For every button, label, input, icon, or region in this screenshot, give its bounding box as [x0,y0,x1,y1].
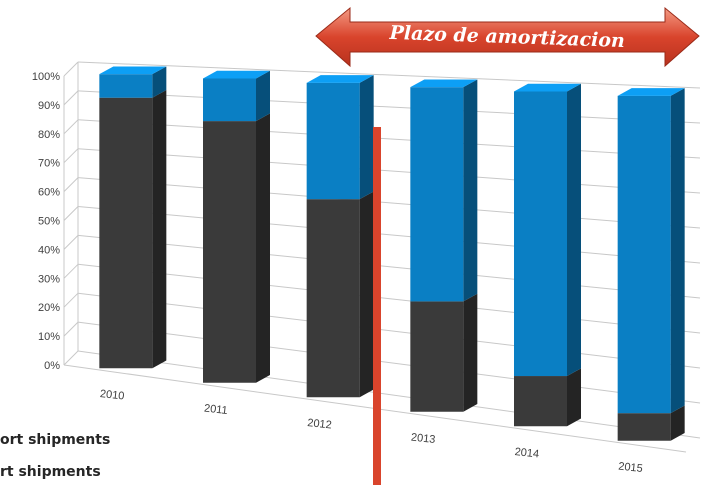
bar-side-2012-1 [359,75,374,200]
bar-2015-1 [617,95,671,414]
gridline [77,321,701,404]
bar-top-2010 [99,66,167,75]
y-tick-label: 90% [38,100,60,112]
y-tick-label: 30% [38,273,60,285]
y-tick-label: 40% [38,244,60,256]
bar-side-2013-0 [463,293,478,412]
gridline [77,206,701,264]
gridline-side [63,90,79,106]
bar-side-2011-0 [256,113,270,383]
gridline [77,148,701,194]
x-tick-label: 2012 [307,417,333,431]
bar-2013-0 [410,301,464,412]
gridline-side [63,321,79,337]
y-tick-label: 80% [38,129,60,141]
bar-2012-1 [306,82,360,200]
gridline [77,61,701,89]
x-tick-label: 2011 [203,403,228,417]
gridline-side [63,177,79,192]
bar-side-2013-1 [463,79,478,302]
gridline-side [63,263,79,279]
x-tick-label: 2014 [514,446,540,460]
bar-side-2014-1 [567,83,581,377]
bar-2010-0 [99,97,153,369]
bar-2013-1 [410,87,464,302]
bar-side-2010-1 [152,66,167,98]
bar-side-2014-0 [567,368,581,427]
y-axis-ticks: 0% 10% 20% 30% 40% 50% 60% 70% 80% 90% 100% [32,71,60,372]
legend-label-2: rt shipments [0,464,101,480]
y-tick-label: 70% [38,158,60,170]
bar-top-2011 [203,70,270,79]
x-tick-label: 2013 [410,432,436,446]
gridline-side [63,350,79,366]
gridline [77,263,701,334]
gridline [77,90,701,124]
gridline [77,177,701,229]
y-tick-label: 60% [38,187,60,199]
bar-top-2013 [410,79,478,88]
gridline-side [63,148,79,164]
x-tick-label: 2015 [618,461,644,475]
y-tick-label: 100% [32,71,60,83]
bar-2014-0 [514,376,567,427]
y-tick-label: 20% [38,302,60,314]
bar-side-2015-1 [670,88,685,414]
bar-2012-0 [306,199,360,398]
gridline-side [63,119,79,135]
bar-top-2012 [306,75,374,83]
x-tick-label: 2010 [99,388,125,402]
bar-side-2012-0 [359,191,374,398]
bar-2011-1 [203,78,256,122]
bar-2015-0 [617,413,671,441]
bars [99,66,685,441]
banner-arrow: Plazo de amortizacion [315,6,700,68]
legend-label-1: ort shipments [0,432,110,448]
bar-side-2011-1 [256,70,270,122]
gridline [77,234,701,299]
gridline-side [63,61,79,77]
gridline [77,350,701,439]
bar-top-2015 [617,88,685,96]
y-tick-label: 50% [38,216,60,228]
bar-side-2015-0 [670,405,685,441]
gridline [77,119,701,159]
bar-2014-1 [514,91,567,377]
y-tick-label: 0% [44,360,60,372]
bar-2010-1 [99,74,153,98]
y-tick-label: 10% [38,331,60,343]
divider-line [373,127,381,485]
gridline-side [63,292,79,308]
x-axis-labels: 2010 2011 2012 2013 2014 2015 [99,388,643,475]
legend: ort shipments rt shipments [0,432,110,480]
bar-top-2014 [514,83,581,92]
bar-2011-0 [203,121,256,383]
gridline-side [63,206,79,221]
gridline-side [63,235,79,250]
bar-side-2010-0 [152,89,167,369]
gridline [77,292,701,369]
